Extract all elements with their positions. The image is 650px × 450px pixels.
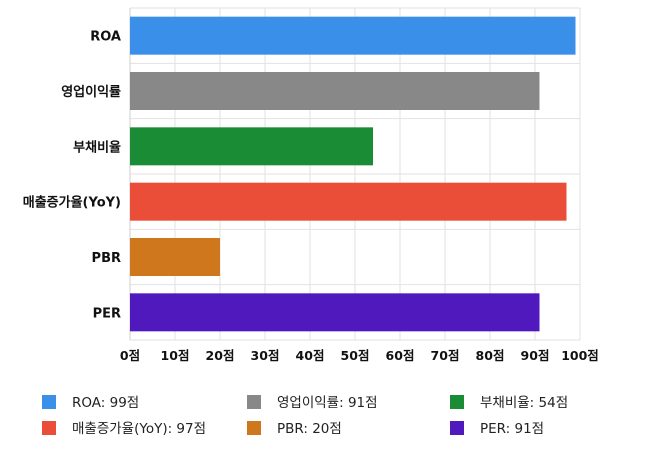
legend-item: ROA: 99점 — [42, 395, 139, 411]
x-tick-label: 60점 — [386, 348, 415, 363]
legend-label: 영업이익률: 91점 — [277, 395, 378, 411]
legend-swatch — [247, 395, 261, 409]
x-tick-label: 50점 — [341, 348, 370, 363]
bar — [130, 16, 576, 55]
bar — [130, 293, 540, 332]
legend-swatch — [42, 421, 56, 435]
legend-item: 매출증가율(YoY): 97점 — [42, 421, 206, 437]
legend-item: PER: 91점 — [450, 421, 544, 437]
bar — [130, 127, 373, 166]
bar — [130, 238, 220, 276]
x-tick-label: 30점 — [251, 348, 280, 363]
legend-swatch — [247, 421, 261, 435]
category-label: PBR — [92, 251, 121, 266]
bar — [130, 182, 567, 221]
legend-label: ROA: 99점 — [72, 395, 139, 411]
legend-item: 영업이익률: 91점 — [247, 395, 378, 411]
x-tick-label: 100점 — [561, 348, 599, 363]
category-label: ROA — [90, 30, 121, 45]
legend-swatch — [42, 395, 56, 409]
category-label: 매출증가율(YoY) — [23, 195, 121, 211]
legend-label: 부채비율: 54점 — [480, 395, 568, 411]
bar — [130, 72, 540, 110]
legend-label: 매출증가율(YoY): 97점 — [72, 421, 206, 437]
legend-item: 부채비율: 54점 — [450, 395, 568, 411]
x-tick-label: 80점 — [476, 348, 505, 363]
category-label: PER — [93, 306, 121, 321]
category-label: 부채비율 — [73, 139, 121, 155]
legend-item: PBR: 20점 — [247, 421, 342, 437]
bars — [130, 16, 576, 332]
x-tick-labels: 0점 10점 20점 30점 40점 50점 60점 70점 80점 90점 100점 — [120, 348, 599, 363]
x-tick-label: 70점 — [431, 348, 460, 363]
category-label: 영업이익률 — [61, 84, 121, 100]
legend-label: PBR: 20점 — [277, 421, 342, 437]
legend-swatch — [450, 421, 464, 435]
x-tick-label: 40점 — [296, 348, 325, 363]
grid — [129, 7, 581, 341]
x-tick-label: 20점 — [206, 348, 235, 363]
legend-swatch — [450, 395, 464, 409]
legend-label: PER: 91점 — [480, 421, 544, 437]
x-tick-label: 0점 — [120, 348, 140, 363]
x-tick-label: 10점 — [161, 348, 190, 363]
x-tick-label: 90점 — [521, 348, 550, 363]
